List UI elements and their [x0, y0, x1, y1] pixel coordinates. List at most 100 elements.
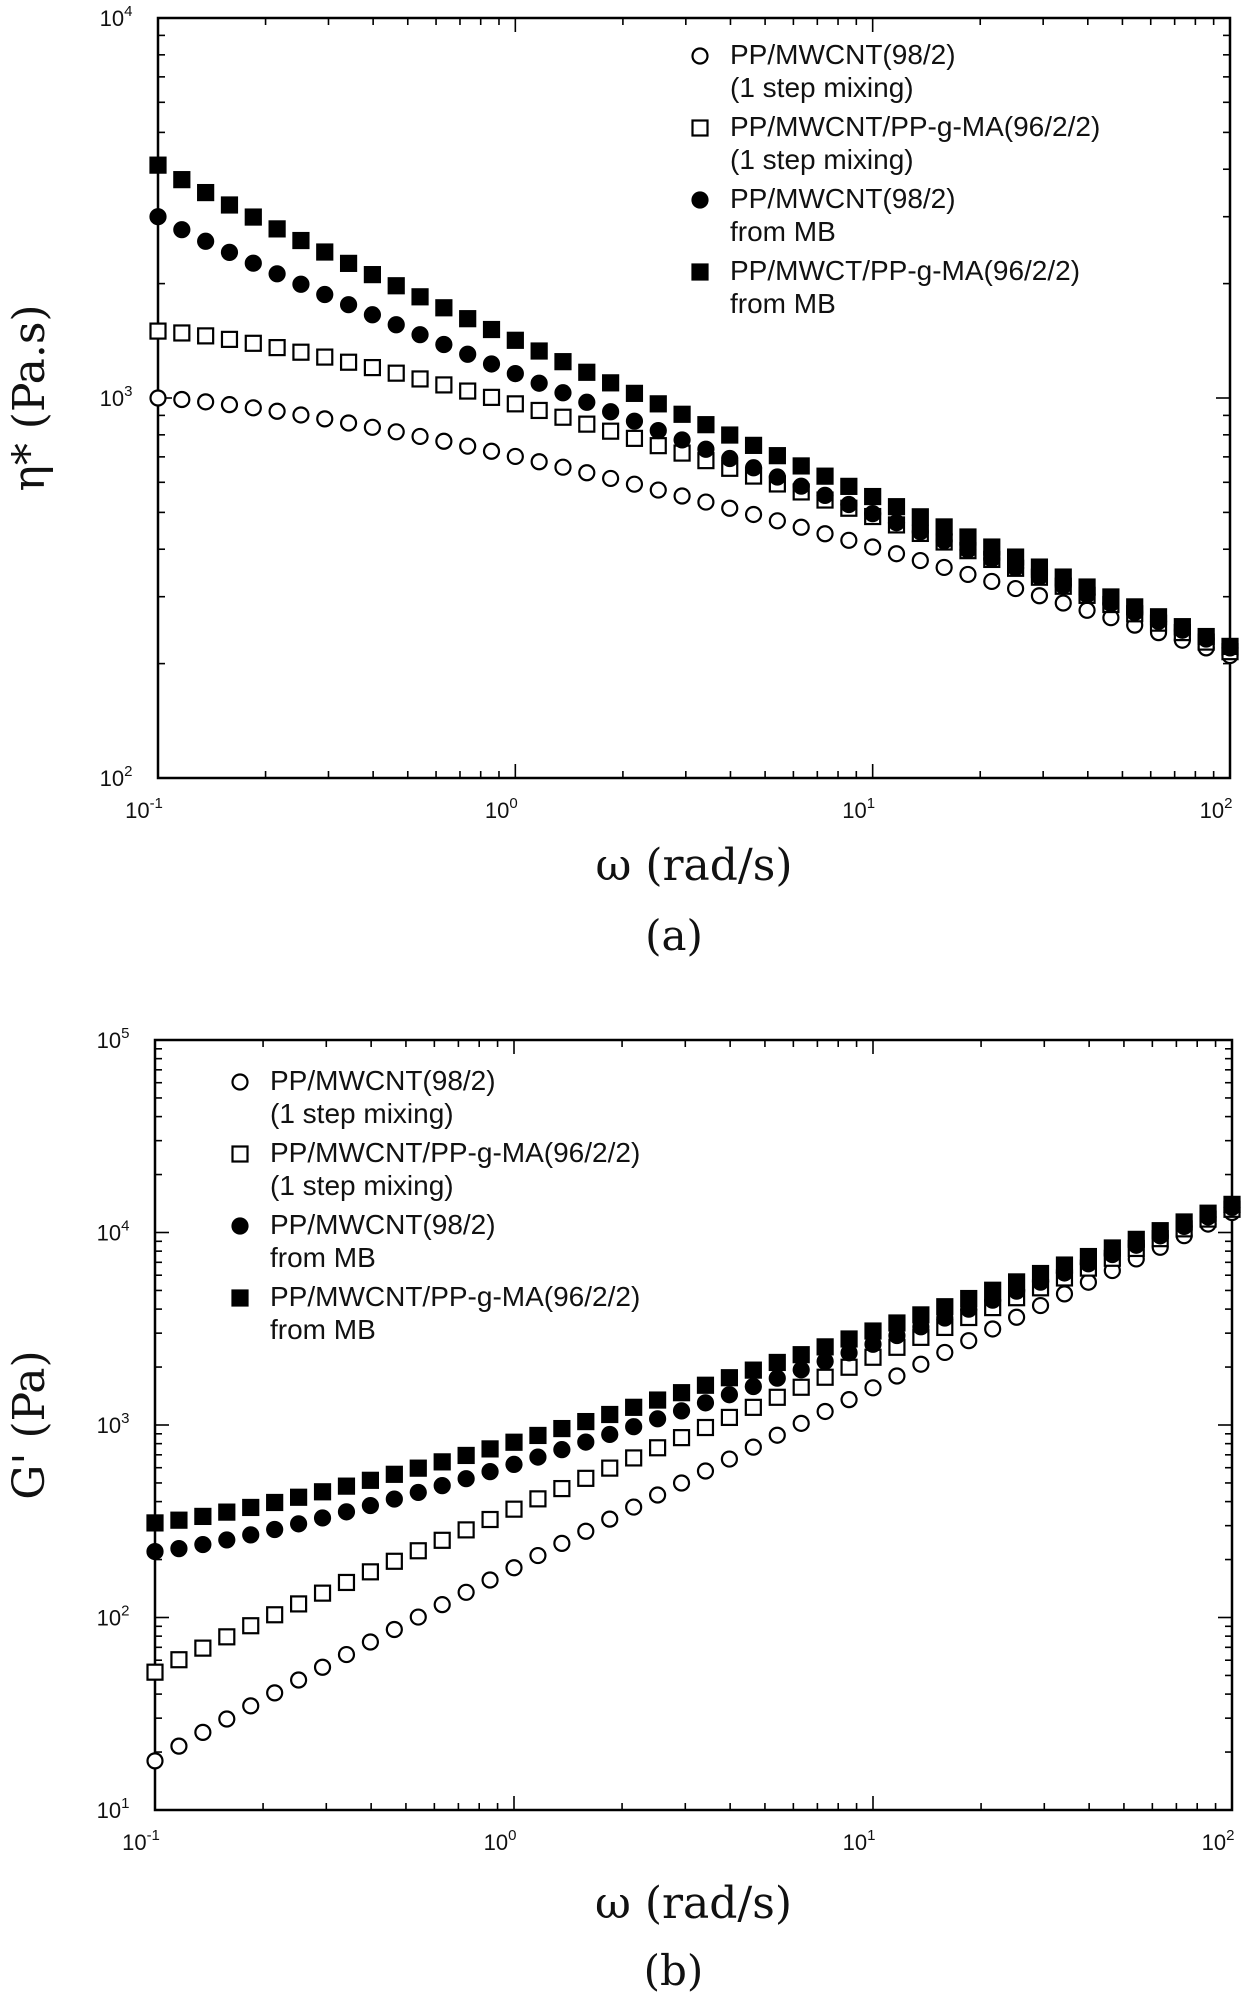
data-point [409, 1483, 427, 1502]
data-point [457, 1470, 475, 1488]
data-point [242, 1526, 260, 1544]
data-point [768, 1369, 786, 1387]
data-point [149, 156, 167, 174]
data-point [816, 1368, 834, 1386]
data-point [888, 1314, 906, 1332]
data-point [435, 299, 453, 317]
data-point [433, 1531, 451, 1549]
legend-marker [231, 1073, 249, 1091]
data-point [337, 1645, 356, 1664]
data-point [744, 436, 763, 454]
data-point [935, 532, 953, 550]
data-point [1054, 594, 1072, 612]
legend-entry-note: from MB [730, 288, 836, 319]
data-point [887, 545, 906, 563]
y-tick-label: 104 [97, 1218, 130, 1246]
data-point [721, 449, 739, 468]
data-point [864, 1322, 882, 1340]
data-point [387, 423, 405, 441]
data-point [649, 481, 667, 499]
data-point [672, 1429, 691, 1447]
data-point [768, 1388, 786, 1406]
data-point [173, 390, 191, 409]
data-point [577, 1469, 595, 1487]
data-point [194, 1639, 212, 1657]
data-point [363, 418, 381, 436]
data-point [411, 326, 429, 344]
data-point [197, 183, 215, 202]
x-axis-title: ω (rad/s) [595, 1878, 792, 1929]
data-point [602, 469, 620, 488]
series-2 [146, 1200, 1241, 1681]
data-point [220, 396, 239, 414]
data-point [433, 1477, 451, 1495]
data-point [316, 410, 334, 428]
data-point [529, 1546, 547, 1565]
series-4 [146, 1195, 1241, 1532]
legend: PP/MWCNT(98/2)(1 step mixing)PP/MWCNT/PP… [231, 1065, 640, 1345]
data-point [864, 538, 882, 556]
data-point [433, 1596, 451, 1614]
data-point [1079, 1273, 1098, 1291]
data-point [816, 1402, 834, 1421]
data-point [457, 1583, 475, 1601]
data-point [577, 1522, 595, 1540]
data-point [554, 353, 572, 371]
legend-entry-note: (1 step mixing) [730, 72, 914, 103]
data-point [554, 408, 572, 426]
data-point [530, 401, 548, 420]
legend-entry-note: from MB [270, 1314, 376, 1345]
data-point [361, 1633, 379, 1651]
data-point [1007, 1308, 1026, 1326]
data-point [911, 523, 929, 541]
data-point [649, 395, 667, 413]
data-point [218, 1531, 236, 1549]
data-point [146, 1663, 164, 1681]
data-point [840, 1344, 858, 1362]
x-tick-label: 102 [1202, 1827, 1235, 1855]
y-tick-label: 101 [97, 1795, 130, 1823]
data-point [673, 405, 691, 423]
data-point [529, 1448, 547, 1466]
data-point [1006, 548, 1025, 566]
data-point [625, 1398, 643, 1416]
x-tick-label: 10-1 [125, 795, 163, 823]
data-point [672, 1474, 691, 1492]
data-point [244, 208, 262, 226]
data-point [1151, 1222, 1169, 1240]
data-point [816, 1352, 834, 1370]
data-point [601, 1405, 619, 1424]
data-point [768, 1426, 786, 1444]
data-point [361, 1563, 379, 1581]
legend-entry-note: (1 step mixing) [270, 1098, 454, 1129]
data-point [411, 370, 429, 388]
data-point [194, 1507, 212, 1526]
data-point [983, 572, 1001, 591]
data-point [505, 1500, 523, 1518]
data-point [457, 1521, 475, 1539]
data-point [553, 1441, 571, 1459]
data-point [339, 296, 358, 314]
data-point [625, 475, 644, 493]
data-point [337, 1477, 356, 1495]
data-point [602, 422, 620, 440]
data-point [170, 1737, 188, 1755]
data-point [720, 1408, 739, 1427]
data-point [1149, 608, 1168, 626]
data-point [242, 1697, 260, 1715]
data-point [1126, 598, 1144, 616]
x-tick-label: 101 [843, 1827, 876, 1855]
legend-marker [231, 1217, 249, 1235]
data-point [792, 1361, 810, 1379]
data-point [220, 330, 239, 348]
data-point [316, 243, 334, 261]
data-point [361, 1471, 379, 1489]
legend-entry: PP/MWCNT/PP-g-MA(96/2/2) [730, 111, 1100, 142]
data-point [864, 487, 882, 506]
data-point [553, 1534, 571, 1552]
data-point [912, 1306, 930, 1324]
data-point [648, 1410, 667, 1428]
data-point [337, 1573, 356, 1592]
data-point [218, 1503, 236, 1521]
